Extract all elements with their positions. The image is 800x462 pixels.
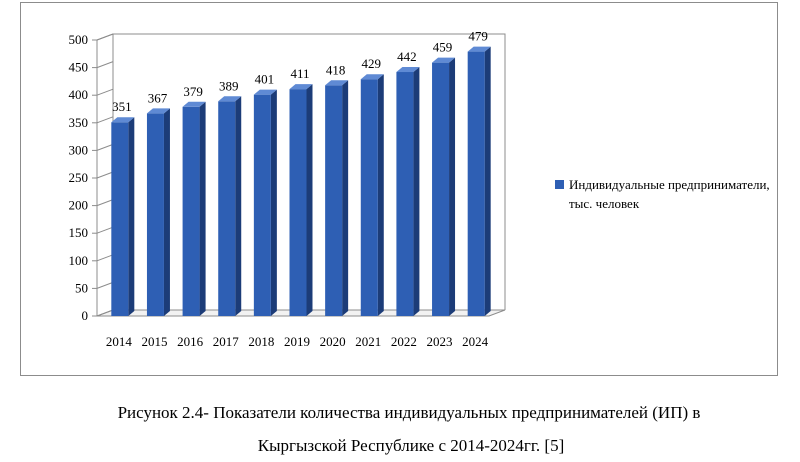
bar-side bbox=[377, 74, 384, 316]
y-tick-label: 50 bbox=[75, 280, 88, 295]
bar-front bbox=[182, 106, 200, 317]
bar-side bbox=[413, 67, 420, 317]
chart-frame: 0 50 100 150 200 250 300 350 400 450 500 351 2014 36… bbox=[20, 2, 778, 376]
x-tick-label: 2024 bbox=[462, 334, 489, 349]
bar-side bbox=[306, 84, 313, 317]
bar-front bbox=[432, 62, 450, 316]
bar bbox=[396, 67, 420, 317]
x-tick-label: 2017 bbox=[213, 334, 240, 349]
data-label: 351 bbox=[112, 99, 131, 114]
bar-side bbox=[199, 101, 206, 317]
bar bbox=[146, 108, 170, 316]
y-tick-label: 0 bbox=[82, 308, 89, 323]
y-tick-depth bbox=[96, 61, 114, 69]
data-label: 442 bbox=[397, 49, 417, 64]
bar-front bbox=[146, 113, 164, 316]
bar-front bbox=[360, 79, 378, 316]
y-tick-label: 150 bbox=[69, 225, 89, 240]
x-tick-label: 2014 bbox=[106, 334, 132, 349]
y-tick-depth bbox=[96, 88, 114, 96]
x-tick-label: 2016 bbox=[177, 334, 204, 349]
y-tick-depth bbox=[96, 143, 114, 151]
bar-side bbox=[235, 96, 242, 316]
bar-chart: 0 50 100 150 200 250 300 350 400 450 500 351 2014 36… bbox=[69, 29, 506, 349]
x-tick-label: 2018 bbox=[248, 334, 274, 349]
bar bbox=[182, 101, 206, 317]
bar bbox=[360, 74, 384, 316]
legend-label: Индивидуальные предприниматели, тыс. чел… bbox=[569, 177, 770, 211]
bar bbox=[289, 84, 313, 317]
y-tick-depth bbox=[96, 33, 114, 41]
x-tick-label: 2023 bbox=[427, 334, 453, 349]
bar-top bbox=[432, 57, 456, 63]
y-tick-depth bbox=[96, 309, 114, 317]
bar bbox=[253, 89, 277, 316]
bar-side bbox=[163, 108, 170, 316]
x-tick-label: 2022 bbox=[391, 334, 417, 349]
data-label: 411 bbox=[290, 66, 309, 81]
x-tick-label: 2020 bbox=[320, 334, 346, 349]
y-tick-label: 450 bbox=[69, 60, 89, 75]
bars bbox=[111, 46, 491, 317]
y-tick-depth bbox=[96, 226, 114, 234]
data-label: 367 bbox=[148, 90, 168, 105]
y-tick-label: 400 bbox=[69, 87, 89, 102]
data-label: 479 bbox=[468, 29, 488, 44]
data-label: 429 bbox=[362, 56, 382, 71]
bar bbox=[218, 96, 242, 316]
bar-side bbox=[484, 46, 491, 316]
bar-side bbox=[342, 80, 349, 316]
bar-top bbox=[360, 74, 384, 80]
y-tick-label: 200 bbox=[69, 198, 89, 213]
y-tick-label: 500 bbox=[69, 32, 89, 47]
bar-top bbox=[289, 84, 313, 90]
bar-side bbox=[270, 89, 277, 316]
caption-line-2: Кыргызской Республике с 2014-2024гг. [5] bbox=[257, 436, 565, 455]
bar bbox=[325, 80, 349, 316]
bar bbox=[432, 57, 456, 317]
bar-side bbox=[449, 57, 456, 317]
data-label: 389 bbox=[219, 78, 239, 93]
y-tick-label: 300 bbox=[69, 142, 89, 157]
legend-swatch bbox=[555, 180, 564, 189]
bar-top bbox=[467, 46, 491, 52]
bar-front bbox=[111, 122, 129, 316]
data-label: 379 bbox=[183, 84, 203, 99]
bar-top bbox=[111, 117, 135, 123]
bar-top bbox=[146, 108, 170, 114]
y-tick-label: 100 bbox=[69, 253, 89, 268]
y-tick-label: 350 bbox=[69, 115, 89, 130]
bar bbox=[111, 117, 135, 316]
y-tick-depth bbox=[96, 281, 114, 289]
y-tick-depth bbox=[96, 254, 114, 262]
bar-front bbox=[396, 72, 414, 317]
bar-top bbox=[182, 101, 206, 107]
bar-front bbox=[467, 51, 485, 316]
bar-front bbox=[289, 89, 307, 317]
bar-front bbox=[325, 85, 343, 316]
x-tick-label: 2021 bbox=[355, 334, 381, 349]
data-label: 401 bbox=[255, 72, 275, 87]
legend: Индивидуальные предприниматели, тыс. чел… bbox=[555, 175, 795, 213]
figure-caption: Рисунок 2.4- Показатели количества индив… bbox=[0, 396, 800, 462]
data-label: 459 bbox=[433, 40, 453, 55]
y-tick-depth bbox=[96, 171, 114, 179]
bar-top bbox=[396, 67, 420, 73]
bar-top bbox=[253, 89, 277, 95]
bar-top bbox=[325, 80, 349, 86]
x-tick-label: 2019 bbox=[284, 334, 310, 349]
caption-line-1: Рисунок 2.4- Показатели количества индив… bbox=[117, 403, 701, 422]
bar-side bbox=[128, 117, 135, 316]
y-tick-label: 250 bbox=[69, 170, 89, 185]
y-tick-depth bbox=[96, 116, 114, 124]
bar bbox=[467, 46, 491, 316]
x-tick-label: 2015 bbox=[141, 334, 167, 349]
y-tick-depth bbox=[96, 199, 114, 207]
bar-front bbox=[253, 94, 271, 316]
labels: 351 2014 367 2015 379 2016 389 2017 401 2018 411 20… bbox=[106, 29, 489, 349]
bar-front bbox=[218, 101, 236, 316]
data-label: 418 bbox=[326, 62, 346, 77]
bar-top bbox=[218, 96, 242, 102]
